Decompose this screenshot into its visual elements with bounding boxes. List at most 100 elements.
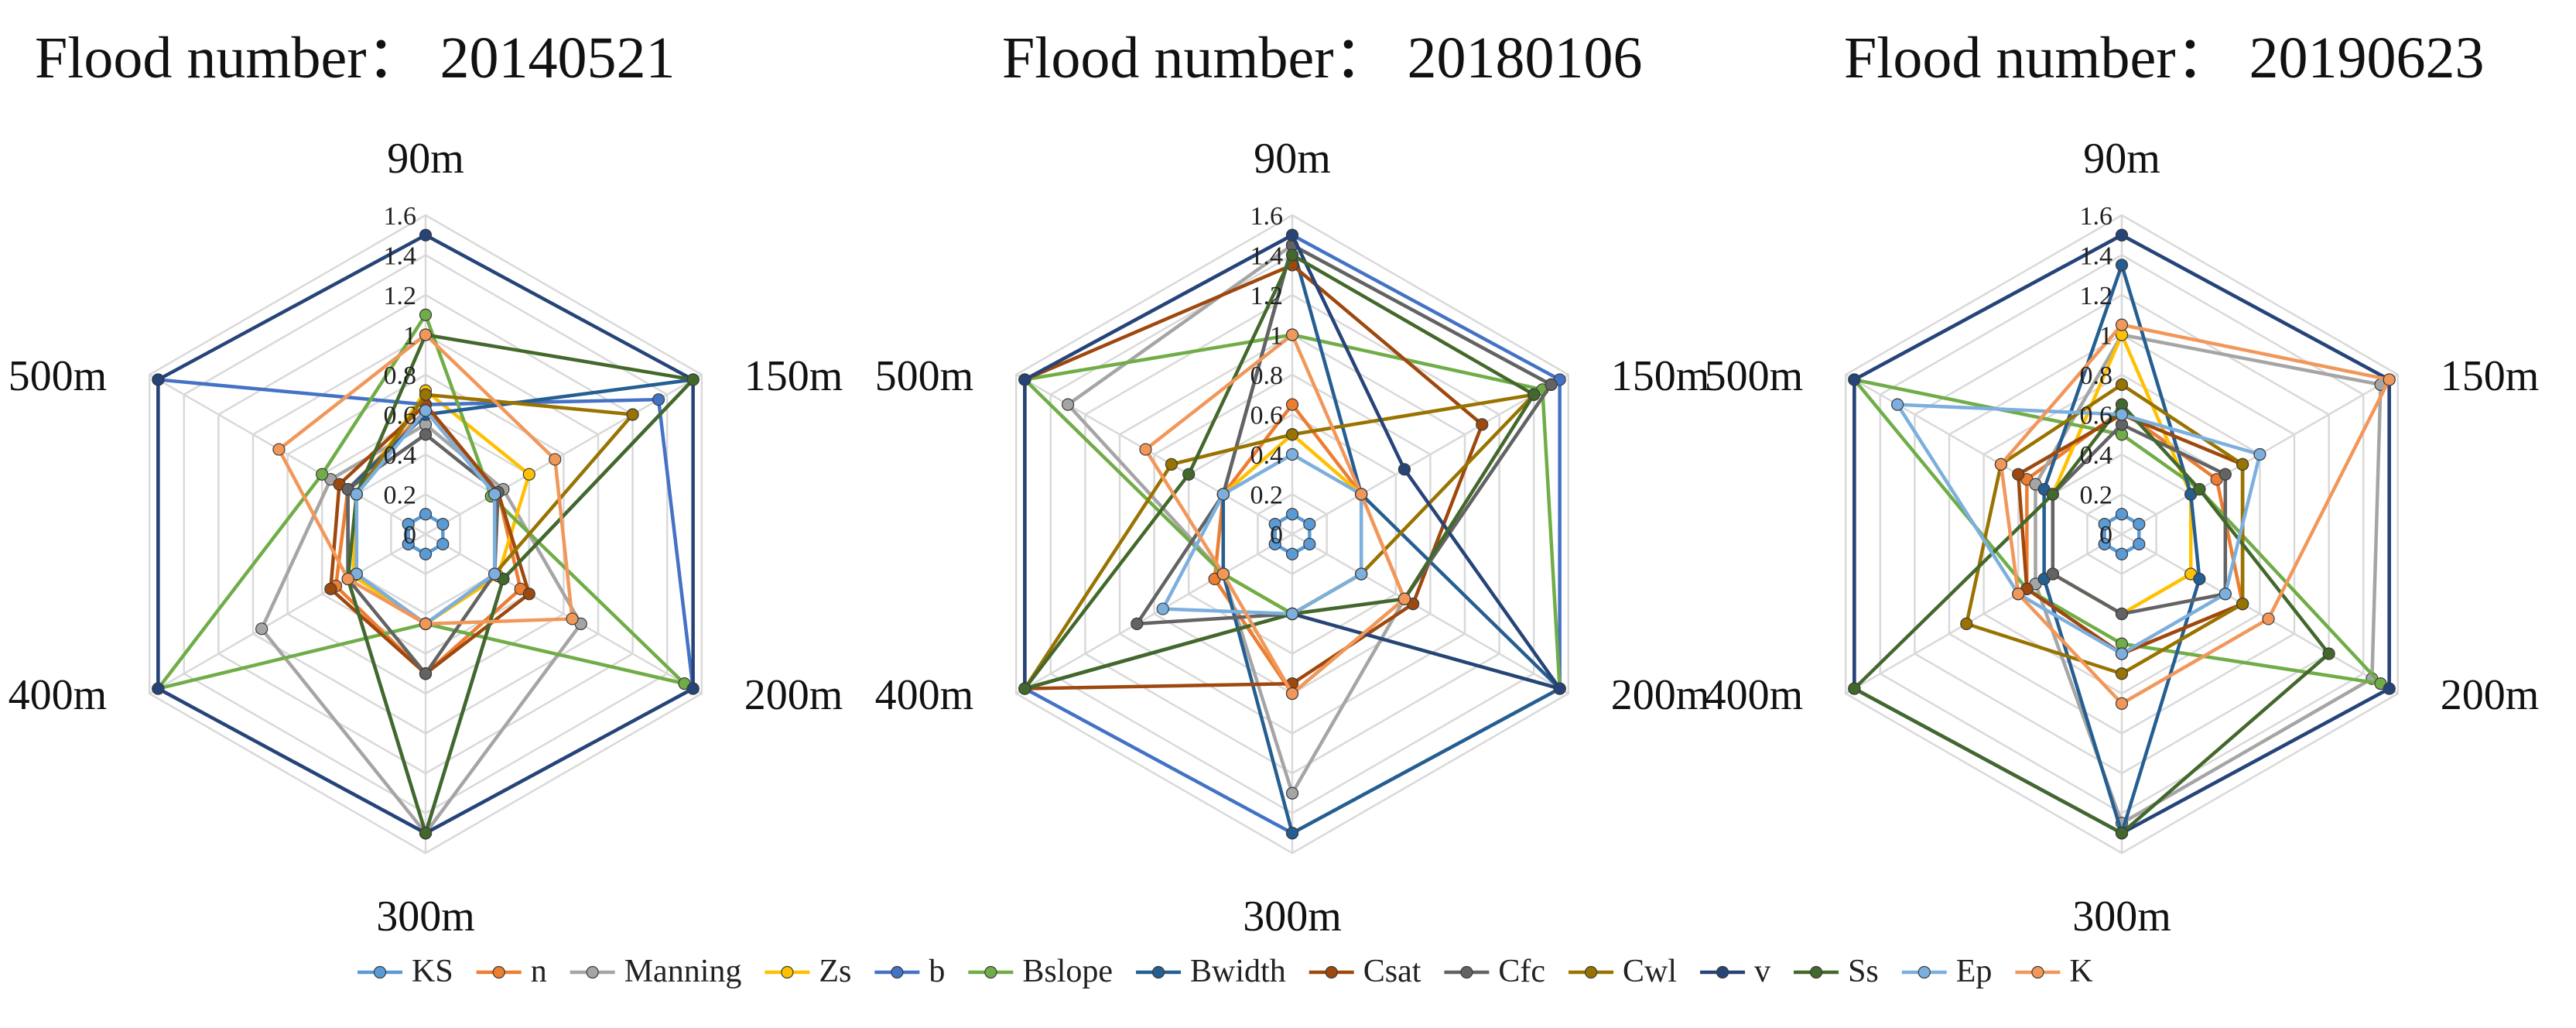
series-Ss bbox=[1848, 398, 2335, 840]
data-point bbox=[436, 518, 450, 531]
data-point bbox=[255, 622, 269, 636]
data-point bbox=[272, 443, 286, 456]
tick-label: 0 bbox=[403, 521, 416, 550]
data-point bbox=[522, 588, 535, 601]
series-line bbox=[329, 403, 532, 676]
tick-label: 0.6 bbox=[384, 402, 417, 430]
tick-label: 1.6 bbox=[1250, 202, 1284, 231]
grid-spoke bbox=[1015, 373, 1293, 536]
data-point bbox=[2115, 607, 2129, 621]
axis-label: 300m bbox=[1243, 893, 1342, 941]
data-point bbox=[1285, 228, 1299, 242]
series-line bbox=[156, 313, 686, 690]
data-point bbox=[522, 468, 535, 481]
data-point bbox=[2115, 647, 2129, 660]
tick-label: 0.4 bbox=[384, 441, 417, 470]
legend-item-Ep: Ep bbox=[1901, 954, 1992, 989]
data-point bbox=[1268, 537, 1281, 550]
tick-label: 0.2 bbox=[2080, 481, 2113, 510]
grid-spoke bbox=[2121, 533, 2399, 695]
data-point bbox=[2115, 667, 2129, 680]
data-point bbox=[2115, 508, 2129, 521]
axis-label: 300m bbox=[2072, 893, 2171, 941]
legend-item-Bslope: Bslope bbox=[968, 954, 1113, 989]
tick-label: 1.2 bbox=[384, 282, 417, 310]
chart-title: Flood number： 20190623 bbox=[1844, 26, 2485, 91]
data-point bbox=[549, 453, 562, 466]
data-point bbox=[1285, 398, 1299, 411]
data-point bbox=[686, 373, 700, 386]
tick-labels: 0 0.2 0.4 0.6 0.8 1 1.2 1.4 1.6 bbox=[384, 202, 417, 550]
legend: KS n Manning Zs b Bslope Bwidth Csat Cfc Cwl v Ss Ep… bbox=[357, 954, 2093, 989]
data-point bbox=[2219, 468, 2232, 481]
data-point bbox=[1553, 682, 1566, 695]
data-point bbox=[1018, 373, 1031, 386]
data-point bbox=[2219, 588, 2232, 601]
axis-label: 400m bbox=[875, 671, 974, 719]
legend-label: b bbox=[929, 954, 945, 989]
tick-label: 0.4 bbox=[1250, 441, 1284, 470]
data-point bbox=[652, 393, 665, 406]
data-point bbox=[1527, 388, 1541, 401]
data-point bbox=[2133, 537, 2146, 550]
data-point bbox=[1303, 537, 1316, 550]
radar-charts: Flood number： 20140521 0 0.2 0.4 0.6 0.8 1 1.2 1… bbox=[9, 26, 2540, 941]
data-point bbox=[402, 518, 415, 531]
axis-label: 400m bbox=[9, 671, 108, 719]
data-point bbox=[2115, 827, 2129, 840]
data-point bbox=[2046, 488, 2059, 501]
data-point bbox=[419, 388, 433, 401]
data-point bbox=[152, 682, 165, 695]
axis-label: 500m bbox=[9, 352, 108, 400]
legend-item-KS: KS bbox=[357, 954, 453, 989]
legend-swatch-marker bbox=[2031, 965, 2044, 979]
legend-item-v: v bbox=[1700, 954, 1770, 989]
data-point bbox=[1397, 592, 1411, 605]
data-point bbox=[2383, 682, 2396, 695]
data-point bbox=[1156, 602, 1169, 615]
data-point bbox=[2115, 547, 2129, 560]
data-point bbox=[566, 612, 579, 625]
data-point bbox=[1018, 682, 1031, 695]
grid-spoke bbox=[149, 533, 426, 695]
legend-item-Cfc: Cfc bbox=[1444, 954, 1545, 989]
series-KS bbox=[402, 508, 450, 560]
data-point bbox=[2098, 537, 2111, 550]
radar-series bbox=[1018, 228, 1566, 840]
tick-label: 1 bbox=[1270, 322, 1283, 351]
radar-series bbox=[1848, 228, 2396, 840]
axis-label: 90m bbox=[2083, 135, 2160, 183]
legend-label: Bslope bbox=[1022, 954, 1113, 989]
data-point bbox=[152, 373, 165, 386]
legend-label: Cfc bbox=[1498, 954, 1545, 989]
tick-labels: 0 0.2 0.4 0.6 0.8 1 1.2 1.4 1.6 bbox=[1250, 202, 1284, 550]
axis-labels: 90m 150m 200m 300m 400m 500m bbox=[1705, 135, 2540, 941]
axis-label: 200m bbox=[2441, 671, 2540, 719]
tick-label: 1.4 bbox=[2080, 242, 2113, 271]
data-point bbox=[1061, 398, 1075, 411]
data-point bbox=[1285, 786, 1299, 800]
axis-label: 200m bbox=[744, 671, 843, 719]
tick-label: 1.6 bbox=[2080, 202, 2113, 231]
data-point bbox=[419, 228, 433, 242]
data-point bbox=[324, 582, 337, 595]
data-point bbox=[2193, 482, 2206, 496]
radar-chart-3: Flood number： 20190623 0 0.2 0.4 0.6 0.8 1 1.2 1… bbox=[1705, 26, 2540, 941]
tick-label: 1.6 bbox=[384, 202, 417, 231]
data-point bbox=[436, 537, 450, 550]
data-point bbox=[1303, 518, 1316, 531]
data-point bbox=[1285, 607, 1299, 621]
legend-item-n: n bbox=[476, 954, 547, 989]
legend-label: Bwidth bbox=[1190, 954, 1286, 989]
legend-label: Cwl bbox=[1623, 954, 1677, 989]
data-point bbox=[316, 468, 329, 481]
data-point bbox=[1285, 328, 1299, 341]
axis-label: 200m bbox=[1611, 671, 1710, 719]
series-K bbox=[1139, 328, 1411, 701]
chart-title: Flood number： 20180106 bbox=[1002, 26, 1643, 91]
data-point bbox=[2133, 518, 2146, 531]
legend-item-Cwl: Cwl bbox=[1569, 954, 1677, 989]
data-point bbox=[1131, 617, 1144, 630]
legend-swatch-marker bbox=[781, 965, 794, 979]
